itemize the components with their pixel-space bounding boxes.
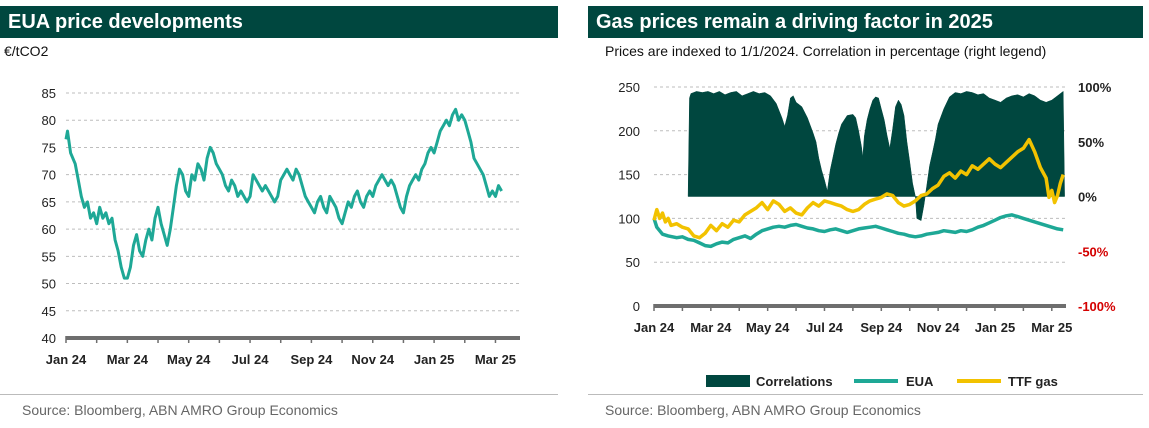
left-y-unit: €/tCO2 <box>4 43 49 59</box>
eua-line <box>652 213 1064 249</box>
gas-vs-eua-chart: 0 50 100 150 200 250 -100% -50% 0% 50% 100% Jan 24 M… <box>618 80 1116 389</box>
right-y2-tick-50pct: 50% <box>1078 135 1104 150</box>
left-source: Source: Bloomberg, ABN AMRO Group Econom… <box>22 402 338 418</box>
left-x-tick-sep-24: Sep 24 <box>290 352 333 367</box>
right-y2-tick-0pct: 0% <box>1078 190 1097 205</box>
right-chart-panel: Gas prices remain a driving factor in 20… <box>588 0 1149 428</box>
left-divider <box>0 394 558 395</box>
left-y-tick-45: 45 <box>42 304 56 319</box>
left-y-tick-55: 55 <box>42 249 56 264</box>
right-y-tick-0: 0 <box>633 299 640 314</box>
right-y2-tick-100pct: 100% <box>1078 80 1112 95</box>
left-x-tick-nov-24: Nov 24 <box>351 352 394 367</box>
ttf-gas-line <box>652 137 1065 240</box>
left-x-tick-mar-24: Mar 24 <box>107 352 149 367</box>
left-chart-title: EUA price developments <box>0 6 558 38</box>
legend-correlations-swatch <box>706 375 750 387</box>
right-x-tick-mar-25: Mar 25 <box>1031 320 1072 335</box>
eua-price-chart: 40 45 50 55 60 65 70 75 80 85 Jan 24 Mar 24 May 24 Ju… <box>42 86 520 367</box>
right-subtitle: Prices are indexed to 1/1/2024. Correlat… <box>605 43 1047 59</box>
right-x-tick-sep-24: Sep 24 <box>860 320 903 335</box>
right-x-tick-mar-24: Mar 24 <box>690 320 732 335</box>
left-x-tick-jan-24: Jan 24 <box>46 352 87 367</box>
right-divider <box>588 394 1143 395</box>
legend-ttf-label: TTF gas <box>1008 374 1058 389</box>
left-y-tick-75: 75 <box>42 140 56 155</box>
left-chart-panel: EUA price developments €/tCO2 40 45 50 55 60… <box>0 0 560 428</box>
right-x-tick-jul-24: Jul 24 <box>806 320 844 335</box>
left-y-tick-50: 50 <box>42 277 56 292</box>
right-x-tick-nov-24: Nov 24 <box>917 320 960 335</box>
right-y-tick-200: 200 <box>618 124 640 139</box>
eua-price-line <box>64 107 503 280</box>
right-y-tick-100: 100 <box>618 211 640 226</box>
right-source: Source: Bloomberg, ABN AMRO Group Econom… <box>605 402 921 418</box>
right-y2-tick-minus50pct: -50% <box>1078 244 1109 259</box>
left-x-tick-may-24: May 24 <box>167 352 211 367</box>
right-x-tick-jan-25: Jan 25 <box>975 320 1015 335</box>
right-x-tick-may-24: May 24 <box>746 320 790 335</box>
right-chart-title: Gas prices remain a driving factor in 20… <box>588 6 1143 38</box>
left-x-tick-mar-25: Mar 25 <box>475 352 516 367</box>
left-y-tick-40: 40 <box>42 331 56 346</box>
legend-eua-label: EUA <box>906 374 934 389</box>
correlations-area <box>687 90 1065 221</box>
legend-correlations-label: Correlations <box>756 374 833 389</box>
right-x-tick-jan-24: Jan 24 <box>634 320 675 335</box>
left-y-tick-65: 65 <box>42 195 56 210</box>
left-x-tick-jan-25: Jan 25 <box>414 352 454 367</box>
right-y2-tick-minus100pct: -100% <box>1078 299 1116 314</box>
right-y-tick-50: 50 <box>626 255 640 270</box>
left-y-tick-80: 80 <box>42 113 56 128</box>
left-x-tick-jul-24: Jul 24 <box>232 352 270 367</box>
right-y-tick-250: 250 <box>618 80 640 95</box>
right-y-tick-150: 150 <box>618 168 640 183</box>
left-y-tick-85: 85 <box>42 86 56 101</box>
left-y-tick-60: 60 <box>42 222 56 237</box>
left-y-tick-70: 70 <box>42 168 56 183</box>
